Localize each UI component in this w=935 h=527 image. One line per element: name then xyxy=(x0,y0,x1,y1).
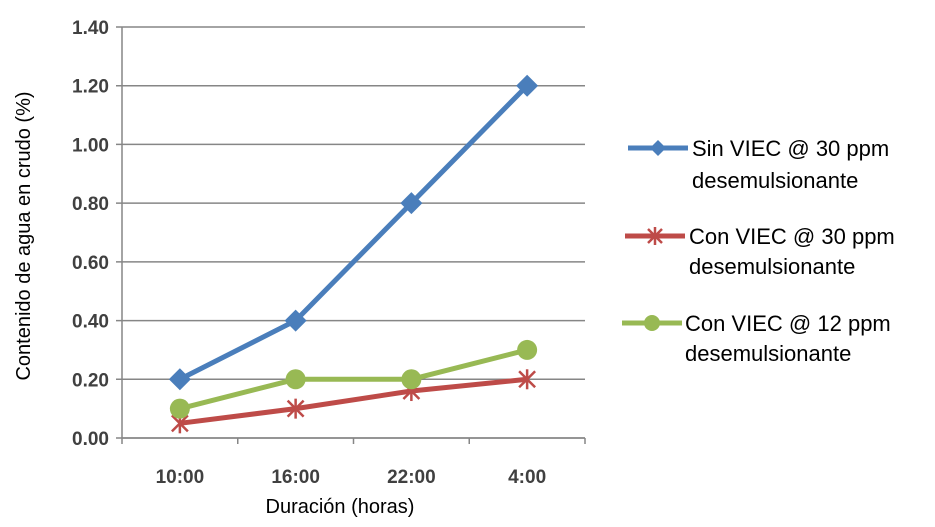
legend-star-marker xyxy=(647,227,663,245)
data-point-diamond xyxy=(168,368,191,391)
legend-circle-marker xyxy=(644,315,660,331)
data-point-diamond xyxy=(400,192,423,215)
x-tick-labels: 10:00 16:00 22:00 4:00 xyxy=(156,467,547,488)
legend-label-line2: desemulsionante xyxy=(685,341,851,366)
x-tick-label: 4:00 xyxy=(508,467,546,488)
series-line-2 xyxy=(179,376,528,426)
x-tick-label: 16:00 xyxy=(271,467,320,488)
legend-item-sin-viec-30: Sin VIEC @ 30 ppm desemulsionante xyxy=(628,136,889,193)
legend-label-line1: Con VIEC @ 12 ppm xyxy=(685,311,891,336)
data-point-circle xyxy=(517,339,538,360)
series-lines xyxy=(178,83,529,426)
legend-label-line2: desemulsionante xyxy=(692,168,858,193)
legend-label-line2: desemulsionante xyxy=(689,254,855,279)
y-tick-label: 1.00 xyxy=(72,135,109,156)
y-axis-title: Contenido de agua en crudo (%) xyxy=(13,91,35,380)
y-tick-label: 1.40 xyxy=(72,18,109,39)
axes xyxy=(121,27,586,444)
data-point-circle xyxy=(169,398,190,419)
legend-diamond-marker xyxy=(650,140,666,156)
legend-item-con-viec-12: Con VIEC @ 12 ppm desemulsionante xyxy=(622,311,891,366)
data-point-diamond xyxy=(516,74,539,97)
x-tick-label: 10:00 xyxy=(156,467,205,488)
legend-label-line1: Sin VIEC @ 30 ppm xyxy=(692,136,889,161)
data-point-circle xyxy=(285,369,306,390)
y-tick-label: 0.60 xyxy=(72,253,109,274)
x-axis-title: Duración (horas) xyxy=(266,496,415,518)
legend: Sin VIEC @ 30 ppm desemulsionante Con VI… xyxy=(622,136,895,366)
y-tick-label: 0.80 xyxy=(72,194,109,215)
data-point-star xyxy=(518,369,537,390)
data-point-circle xyxy=(401,369,422,390)
y-tick-label: 0.20 xyxy=(72,370,109,391)
x-tick-label: 22:00 xyxy=(387,467,436,488)
data-point-star xyxy=(286,398,305,419)
y-tick-label: 0.00 xyxy=(72,429,109,450)
y-tick-label: 0.40 xyxy=(72,312,109,333)
legend-item-con-viec-30: Con VIEC @ 30 ppm desemulsionante xyxy=(625,224,895,279)
grid-lines xyxy=(116,26,585,439)
legend-label-line1: Con VIEC @ 30 ppm xyxy=(689,224,895,249)
series-markers xyxy=(168,74,539,434)
data-point-diamond xyxy=(284,309,307,332)
series-line-1 xyxy=(178,83,529,382)
y-tick-labels: 0.00 0.20 0.40 0.60 0.80 1.00 1.20 1.40 xyxy=(72,18,109,450)
y-tick-label: 1.20 xyxy=(72,77,109,98)
series-line-3 xyxy=(179,347,528,412)
